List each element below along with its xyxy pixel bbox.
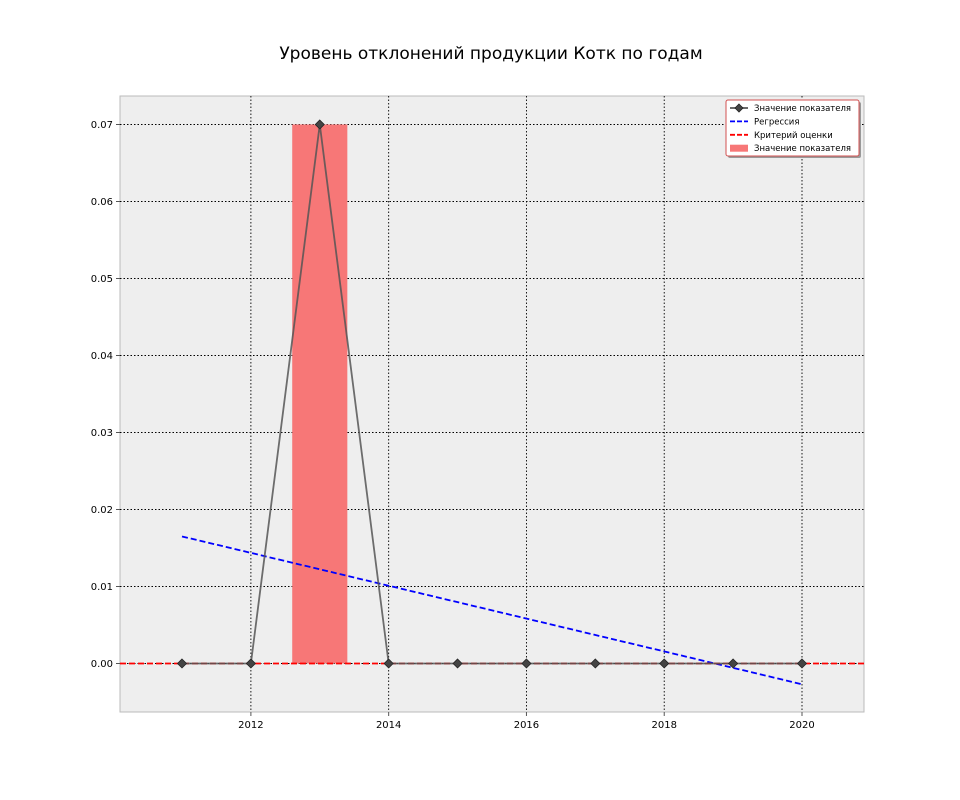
legend-label: Значение показателя xyxy=(754,104,851,114)
legend-label: Критерий оценки xyxy=(754,131,833,141)
data-point-2017 xyxy=(590,658,601,669)
lines xyxy=(120,124,864,686)
legend-label: Регрессия xyxy=(754,117,799,127)
legend-label: Значение показателя xyxy=(754,144,851,154)
data-point-2012 xyxy=(245,658,256,669)
regression-line xyxy=(181,535,803,686)
data-point-2016 xyxy=(521,658,532,669)
x-tick-label: 2018 xyxy=(651,720,676,731)
legend: Значение показателя Регрессия Критерий оце… xyxy=(725,99,861,158)
bar-2013 xyxy=(292,124,348,664)
data-point-2019 xyxy=(728,658,739,669)
x-tick-label: 2016 xyxy=(514,720,539,731)
x-tick-label: 2012 xyxy=(238,720,263,731)
y-tick-label: 0.01 xyxy=(91,582,113,593)
y-tick-label: 0.07 xyxy=(91,120,113,131)
data-point-2014 xyxy=(383,658,394,669)
indicator-line xyxy=(182,124,802,665)
data-point-2013 xyxy=(314,119,325,130)
x-tick-label: 2020 xyxy=(789,720,814,731)
bars xyxy=(292,124,348,664)
markers xyxy=(176,119,808,669)
data-point-2015 xyxy=(452,658,463,669)
x-tick-label: 2014 xyxy=(376,720,401,731)
legend-handle-bar xyxy=(730,144,748,152)
y-tick-label: 0.06 xyxy=(91,197,113,208)
plot-area xyxy=(119,95,865,713)
legend-box xyxy=(725,99,860,157)
y-tick-label: 0.05 xyxy=(91,274,113,285)
data-point-2020 xyxy=(796,658,808,669)
y-axis-ticks: 0.00 0.01 0.02 0.03 0.04 0.05 0.06 0.07 xyxy=(91,120,120,670)
y-tick-label: 0.00 xyxy=(91,659,113,670)
data-point-2011 xyxy=(176,658,188,669)
y-tick-label: 0.04 xyxy=(91,351,113,362)
legend-marker-indicator xyxy=(734,103,744,113)
x-axis-ticks: 2012 2014 2016 2018 2020 xyxy=(238,712,815,731)
data-point-2018 xyxy=(659,658,670,669)
chart-title: Уровень отклонений продукции Котк по год… xyxy=(279,44,702,64)
y-tick-label: 0.03 xyxy=(91,428,113,439)
y-tick-label: 0.02 xyxy=(91,505,113,516)
